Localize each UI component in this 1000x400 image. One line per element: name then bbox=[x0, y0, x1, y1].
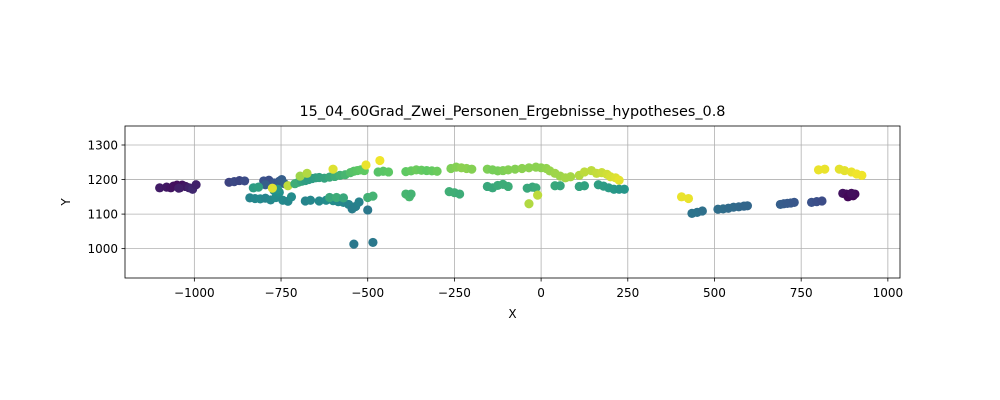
x-tick-label: −250 bbox=[438, 286, 471, 300]
x-tick-label: 0 bbox=[537, 286, 545, 300]
data-point bbox=[555, 181, 565, 191]
data-point bbox=[283, 181, 293, 191]
x-tick-label: 500 bbox=[703, 286, 726, 300]
data-point bbox=[683, 193, 694, 204]
data-points bbox=[155, 155, 867, 249]
data-point bbox=[361, 160, 371, 170]
data-point bbox=[789, 197, 799, 207]
data-point bbox=[331, 192, 342, 203]
data-point bbox=[697, 206, 707, 216]
data-point bbox=[503, 181, 513, 192]
data-point bbox=[524, 163, 534, 173]
data-point bbox=[565, 172, 576, 182]
y-axis-label: Y bbox=[59, 198, 73, 207]
y-tick-label: 1300 bbox=[87, 138, 118, 152]
data-point bbox=[510, 164, 520, 174]
data-point bbox=[354, 197, 364, 207]
data-point bbox=[305, 195, 316, 205]
data-point bbox=[846, 188, 857, 198]
x-axis: −1000 −750 −500 −250 0 250 500 750 1000 bbox=[174, 278, 903, 300]
data-point bbox=[363, 205, 373, 215]
data-point bbox=[503, 165, 513, 175]
data-point bbox=[338, 193, 349, 203]
x-tick-label: −750 bbox=[265, 286, 298, 300]
x-tick-label: 1000 bbox=[873, 286, 904, 300]
data-point bbox=[432, 166, 442, 176]
y-tick-label: 1000 bbox=[87, 242, 118, 256]
data-point bbox=[191, 180, 201, 190]
x-tick-label: 250 bbox=[616, 286, 639, 300]
data-point bbox=[619, 184, 629, 194]
data-point bbox=[328, 164, 338, 174]
y-tick-label: 1100 bbox=[87, 207, 118, 221]
data-point bbox=[253, 182, 264, 192]
data-point bbox=[368, 191, 378, 201]
data-point bbox=[614, 175, 624, 185]
x-tick-label: −500 bbox=[351, 286, 384, 300]
data-point bbox=[531, 183, 541, 193]
x-axis-label: X bbox=[508, 307, 516, 321]
data-point bbox=[742, 201, 753, 211]
data-point bbox=[295, 171, 305, 181]
data-point bbox=[240, 176, 250, 186]
data-point bbox=[314, 196, 324, 206]
data-point bbox=[349, 239, 359, 249]
x-tick-label: 750 bbox=[790, 286, 813, 300]
data-point bbox=[820, 164, 830, 174]
x-tick-label: −1000 bbox=[174, 286, 215, 300]
data-point bbox=[857, 170, 867, 180]
data-point bbox=[839, 165, 850, 176]
data-point bbox=[533, 190, 543, 200]
data-point bbox=[383, 167, 394, 177]
data-point bbox=[524, 199, 534, 209]
data-point bbox=[368, 237, 378, 248]
data-point bbox=[375, 155, 385, 166]
data-point bbox=[455, 189, 465, 199]
data-point bbox=[286, 192, 297, 202]
plot-frame bbox=[124, 125, 901, 279]
data-point bbox=[579, 181, 590, 191]
data-point bbox=[817, 196, 827, 206]
data-point bbox=[155, 183, 165, 193]
grid-lines bbox=[125, 126, 900, 278]
chart-title: 15_04_60Grad_Zwei_Personen_Ergebnisse_hy… bbox=[300, 104, 726, 120]
data-point bbox=[324, 192, 335, 203]
y-axis: 1000 1100 1200 1300 bbox=[87, 138, 125, 256]
y-tick-label: 1200 bbox=[87, 173, 118, 187]
data-point bbox=[467, 164, 477, 174]
data-point bbox=[302, 168, 312, 178]
data-point bbox=[267, 183, 277, 193]
data-point bbox=[517, 163, 527, 174]
data-point bbox=[406, 189, 416, 199]
data-point bbox=[174, 183, 184, 193]
data-point bbox=[579, 167, 590, 177]
data-point bbox=[260, 180, 271, 190]
data-point bbox=[676, 192, 687, 202]
